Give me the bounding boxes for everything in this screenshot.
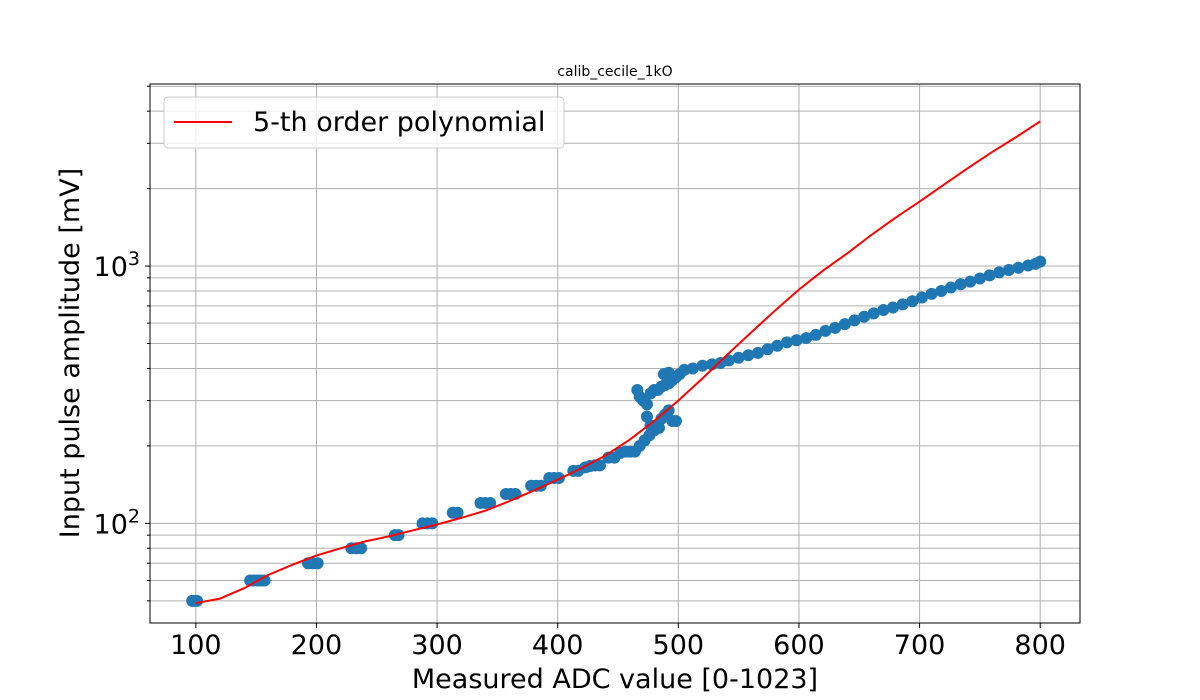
scatter-point [593, 459, 606, 472]
scatter-point [771, 339, 784, 352]
scatter-point [355, 542, 368, 555]
plot-data [186, 120, 1047, 607]
polynomial-fit-line [195, 120, 1041, 605]
scatter-point [191, 594, 204, 607]
scatter-point [964, 275, 977, 288]
scatter-point [1034, 255, 1047, 268]
chart-title: calib_cecile_1kO [557, 64, 672, 80]
scatter-point [392, 529, 405, 542]
scatter-point [954, 278, 967, 291]
scatter-point [696, 359, 709, 372]
legend-label: 5-th order polynomial [253, 107, 545, 138]
x-tick-label: 200 [291, 630, 343, 661]
scatter-point [829, 321, 842, 334]
scatter-point [732, 351, 745, 364]
scatter-point [848, 314, 861, 327]
x-axis-label: Measured ADC value [0-1023] [412, 664, 818, 695]
scatter-point [742, 349, 755, 362]
legend-box [163, 96, 565, 149]
legend: 5-th order polynomial [163, 96, 565, 149]
x-tick-label: 300 [411, 630, 463, 661]
scatter-point [935, 284, 948, 297]
scatter-point [819, 324, 832, 337]
scatter-point [858, 310, 871, 323]
scatter-point [662, 366, 675, 379]
grid [150, 84, 1080, 623]
scatter-point [1012, 261, 1025, 274]
x-tick-label: 400 [532, 630, 584, 661]
x-tick-label: 500 [653, 630, 705, 661]
y-tick-label: 103 [94, 248, 140, 283]
scatter-point [1002, 264, 1015, 277]
x-tick-label: 800 [1014, 630, 1066, 661]
plot-frame [149, 83, 1081, 624]
scatter-point [669, 414, 682, 427]
x-tick-label: 600 [773, 630, 825, 661]
scatter-point [973, 272, 986, 285]
scatter-point [877, 303, 890, 316]
scatter-point [993, 266, 1006, 279]
scatter-point [800, 332, 813, 345]
scatter-point [915, 291, 928, 304]
scatter-point [761, 343, 774, 356]
scatter-point [809, 328, 822, 341]
scatter-point [925, 287, 938, 300]
scatter-point [983, 269, 996, 282]
scatter-point [780, 336, 793, 349]
scatter-point [640, 398, 653, 411]
scatter-point [751, 346, 764, 359]
x-tick-label: 700 [894, 630, 946, 661]
scatter-point [722, 354, 735, 367]
scatter-point [887, 301, 900, 314]
scatter-point [906, 295, 919, 308]
scatter-point [484, 496, 497, 509]
y-tick-label: 102 [94, 505, 140, 540]
scatter-point [867, 307, 880, 320]
scatter-point [258, 574, 271, 587]
scatter-point [944, 281, 957, 294]
y-axis-label: Input pulse amplitude [mV] [55, 168, 86, 538]
x-tick-label: 100 [170, 630, 222, 661]
scatter-point [311, 557, 324, 570]
axis-ticks: 100 200 300 400 500 600 700 800 102 103 [94, 85, 1066, 661]
scatter-point [451, 506, 464, 519]
scatter-point [686, 362, 699, 375]
scatter-point [790, 334, 803, 347]
scatter-point [896, 298, 909, 311]
scatter-point [838, 318, 851, 331]
